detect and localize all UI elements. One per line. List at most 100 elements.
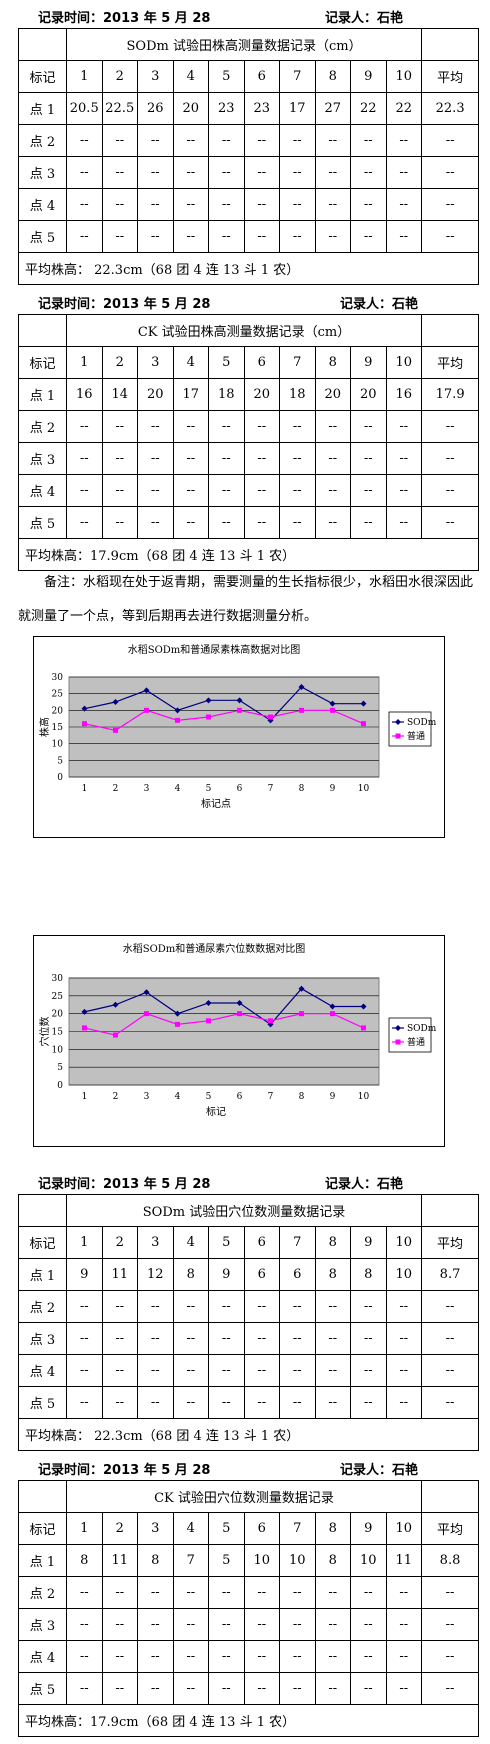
table-cell: -- [279, 1290, 316, 1323]
table-cell: -- [101, 1608, 138, 1641]
table-cell: -- [243, 156, 280, 189]
header-cell: 3 [137, 1512, 174, 1545]
table-cell: -- [172, 1608, 209, 1641]
data-point [236, 999, 243, 1006]
table-row: 点 2 -- -- -- -- -- -- -- -- -- -- -- [18, 410, 480, 443]
table-cell: -- [350, 1354, 387, 1387]
x-tick-label: 6 [237, 784, 243, 794]
table-cell: -- [137, 1322, 174, 1355]
table-cell: -- [314, 1354, 351, 1387]
data-point [205, 999, 212, 1006]
table-cell: -- [66, 442, 103, 475]
table-row: 点 3 -- -- -- -- -- -- -- -- -- -- -- [18, 442, 480, 475]
series-line-ordinary [84, 1013, 364, 1036]
header-cell: 4 [172, 1512, 209, 1545]
chart-svg: 水稻SODm和普通尿素穴位数数据对比图 0 5 10 15 20 25 30 1 2 3 4 5 6 7 8 9… [38, 942, 437, 1118]
header-row: 标记 1 2 3 4 5 6 7 8 9 10 平均 [18, 60, 480, 93]
table-cell: 10 [350, 1544, 387, 1577]
table-cell: 17.9 [421, 378, 480, 411]
table-cell: 11 [101, 1258, 138, 1291]
header-cell: 标记 [18, 60, 67, 93]
y-axis-label: 穴位数 [38, 1017, 51, 1047]
data-point [112, 699, 119, 705]
corner-cell [18, 1480, 67, 1513]
data-point [81, 1008, 88, 1015]
header-cell: 2 [101, 60, 138, 93]
table-cell: 点 4 [18, 188, 67, 221]
table-cell: -- [172, 474, 209, 507]
table-cell: -- [172, 410, 209, 443]
header-cell: 2 [101, 1226, 138, 1259]
table-cell: -- [350, 1640, 387, 1673]
data-point [236, 697, 243, 704]
legend-box [388, 711, 432, 747]
data-point [144, 1011, 149, 1017]
table-cell: -- [421, 1640, 480, 1673]
table-cell: 点 4 [18, 1354, 67, 1387]
table-cell: -- [421, 124, 480, 157]
table-title: CK 试验田株高测量数据记录（cm） [65, 314, 423, 347]
table-cell: 点 2 [18, 124, 67, 157]
table-cell: -- [314, 506, 351, 539]
table-cell: 8.8 [421, 1544, 480, 1577]
table-cell: -- [101, 156, 138, 189]
header-cell: 标记 [18, 346, 67, 379]
table-cell: -- [101, 1290, 138, 1323]
table-cell: -- [243, 220, 280, 253]
header-cell: 1 [66, 60, 103, 93]
table-cell: -- [243, 188, 280, 221]
table-cell: -- [385, 442, 423, 475]
table-cell: 点 3 [18, 156, 67, 189]
table-cell: -- [279, 124, 316, 157]
table-cell: -- [350, 188, 387, 221]
table-cell: 22 [385, 92, 423, 125]
data-point [329, 1003, 336, 1010]
table-cell: -- [350, 1672, 387, 1705]
table-cell: -- [279, 188, 316, 221]
table-cell: -- [385, 1608, 423, 1641]
table-cell: 点 1 [18, 92, 67, 125]
recorder: 记录人：石艳 [325, 1177, 404, 1192]
table-cell: -- [314, 442, 351, 475]
corner-cell [18, 314, 67, 347]
table-cell: -- [350, 1608, 387, 1641]
table-row: 点 5 -- -- -- -- -- -- -- -- -- -- -- [18, 220, 480, 253]
table-row: 点 1 9 11 12 8 9 6 6 8 8 10 8.7 [18, 1258, 480, 1291]
table-cell: 10 [385, 1258, 423, 1291]
x-tick-label: 3 [144, 784, 150, 794]
data-point [174, 707, 181, 714]
record-time: 记录时间：2013 年 5 月 28 [38, 297, 211, 312]
header-cell: 标记 [18, 1226, 67, 1259]
table-cell: -- [421, 1354, 480, 1387]
table-row: 点 4 -- -- -- -- -- -- -- -- -- -- -- [18, 188, 480, 221]
table-cell: 点 3 [18, 1322, 67, 1355]
x-tick-label: 7 [268, 784, 274, 794]
chart-title: 水稻SODm和普通尿素穴位数数据对比图 [123, 942, 306, 955]
table-cell: -- [172, 1322, 209, 1355]
legend-box [388, 1017, 432, 1053]
table-cell: -- [385, 124, 423, 157]
table-cell: 点 1 [18, 378, 67, 411]
x-tick-label: 1 [82, 784, 88, 794]
y-tick-label: 20 [52, 706, 64, 716]
table-cell: 点 5 [18, 220, 67, 253]
chart-legend: SODm 普通 [388, 1017, 437, 1053]
table-cell: -- [172, 1354, 209, 1387]
table-cell: -- [137, 410, 174, 443]
table-cell: -- [279, 506, 316, 539]
table-cell: -- [314, 156, 351, 189]
table-cell: -- [279, 1576, 316, 1609]
table-cell: -- [421, 506, 480, 539]
table-cell: -- [208, 1640, 245, 1673]
table-cell: -- [243, 474, 280, 507]
header-cell: 4 [172, 1226, 209, 1259]
table-cell: -- [421, 442, 480, 475]
table-cell: -- [208, 1290, 245, 1323]
table-cell: -- [314, 1672, 351, 1705]
x-tick-label: 6 [237, 1092, 243, 1102]
data-point [206, 714, 211, 720]
x-tick-label: 9 [330, 1092, 336, 1102]
table-cell: -- [385, 506, 423, 539]
record-table-1: SODm 试验田株高测量数据记录（cm） 标记 1 2 3 4 5 6 7 8 9 10 平均点 1 20… [17, 28, 480, 285]
table-cell: -- [421, 474, 480, 507]
